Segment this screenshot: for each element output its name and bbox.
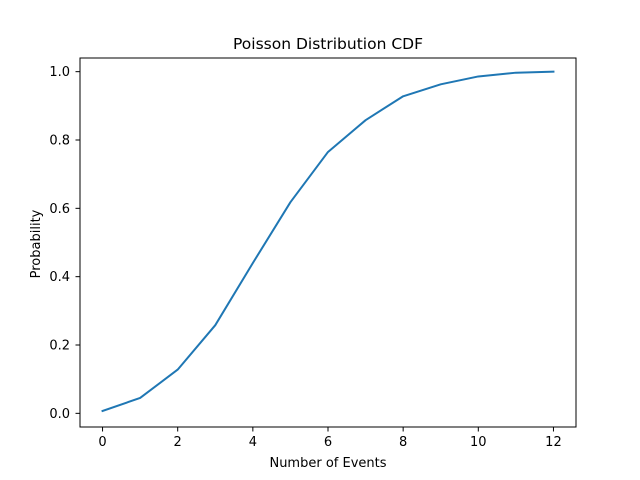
y-tick-label: 0.8 <box>49 134 70 149</box>
y-tick-label: 0.2 <box>49 339 70 354</box>
y-tick-label: 0.0 <box>49 407 70 422</box>
axes-frame <box>79 57 577 428</box>
x-tick-label: 6 <box>324 435 332 450</box>
x-tick-label: 12 <box>545 435 562 450</box>
x-tick-label: 8 <box>399 435 407 450</box>
y-tick-label: 0.4 <box>49 270 70 285</box>
y-tick-label: 0.6 <box>49 202 70 217</box>
x-tick-label: 0 <box>98 435 106 450</box>
x-axis-ticks: 0 2 4 6 8 10 12 <box>98 427 562 450</box>
cdf-series-line <box>101 70 555 413</box>
x-tick-label: 4 <box>249 435 257 450</box>
y-axis-ticks: 0.0 0.2 0.4 0.6 0.8 1.0 <box>49 65 80 422</box>
y-tick-label: 1.0 <box>49 65 70 80</box>
series-layer <box>101 70 555 413</box>
x-axis-label: Number of Events <box>269 456 386 471</box>
y-axis-label: Probability <box>29 209 44 278</box>
x-tick-label: 10 <box>470 435 487 450</box>
plot-area: 0 2 4 6 8 10 12 0.0 0.2 0.4 0.6 0.8 1.0 <box>49 57 577 450</box>
chart-title: Poisson Distribution CDF <box>233 35 423 53</box>
x-tick-label: 2 <box>174 435 182 450</box>
